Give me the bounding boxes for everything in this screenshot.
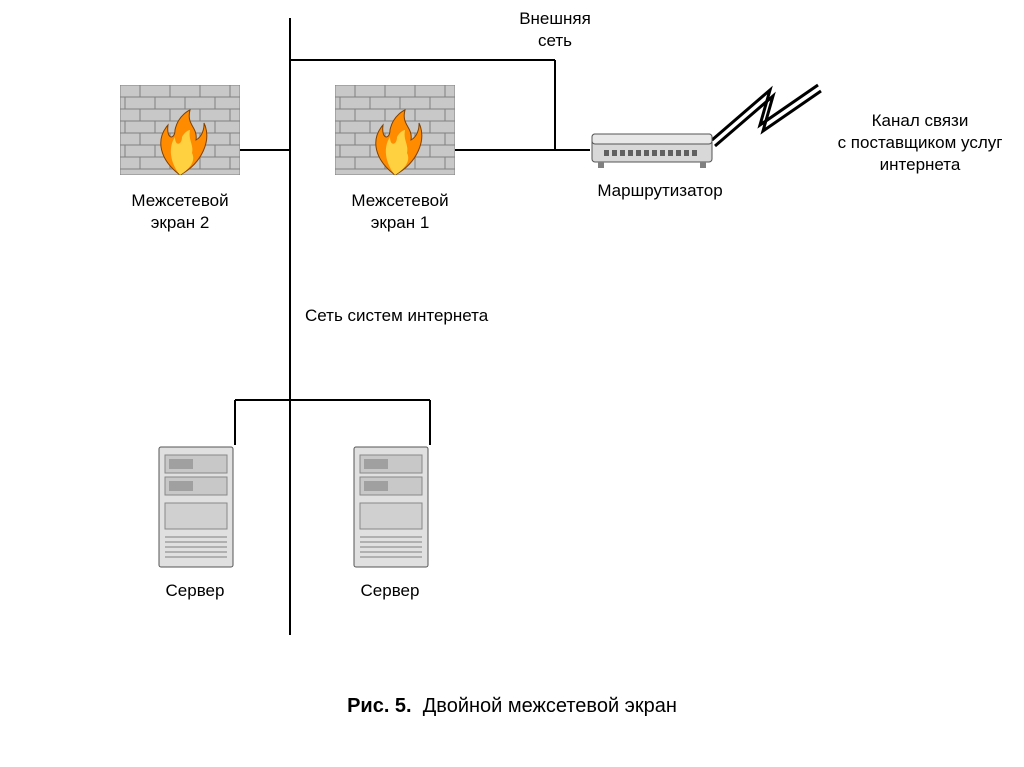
external-net-label: Внешняясеть <box>465 8 645 52</box>
isp-link-label: Канал связи с поставщиком услуг интернет… <box>820 110 1020 176</box>
firewall-2-node <box>120 85 240 175</box>
router-label: Маршрутизатор <box>580 180 740 202</box>
firewall-2-label: Межсетевойэкран 2 <box>80 190 280 234</box>
server-b-node <box>350 445 432 570</box>
server-a-node <box>155 445 237 570</box>
figure-caption: Рис. 5. Двойной межсетевой экран <box>0 695 1024 718</box>
firewall-1-label: Межсетевойэкран 1 <box>300 190 500 234</box>
dmz-net-label: Сеть систем интернета <box>305 305 565 327</box>
server-a-label: Сервер <box>145 580 245 602</box>
firewall-1-node <box>335 85 455 175</box>
server-b-label: Сервер <box>340 580 440 602</box>
router-node <box>590 128 715 170</box>
